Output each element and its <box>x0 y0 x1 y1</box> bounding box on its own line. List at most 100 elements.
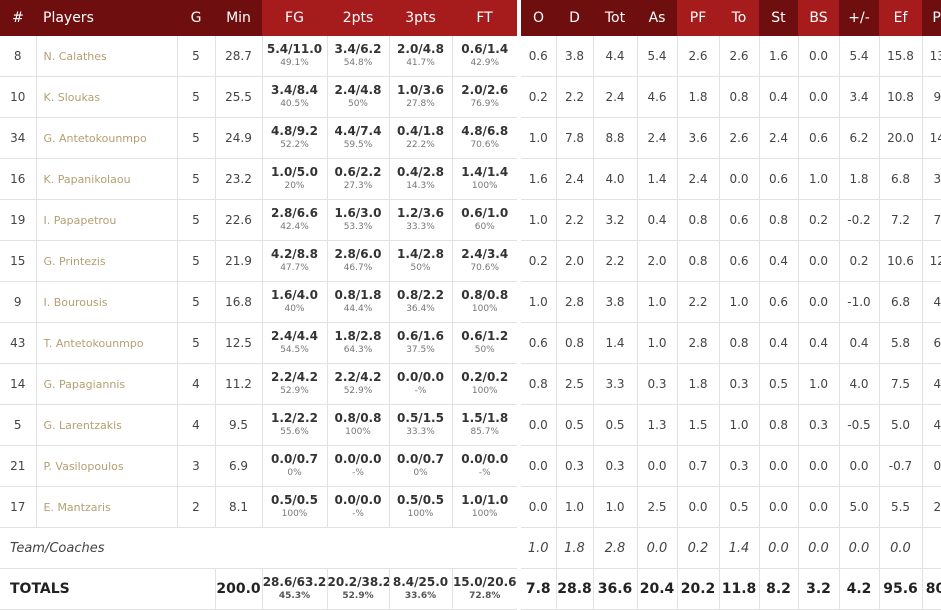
player-as: 2.5 <box>637 486 678 528</box>
player-2pts: 1.8/2.8 64.3% <box>327 322 390 364</box>
player-games: 4 <box>177 363 216 405</box>
totals-label: TOTALS <box>0 568 216 610</box>
player-ft-made: 2.4/3.4 <box>461 247 509 261</box>
player-2pts-pct: -% <box>352 468 364 478</box>
header-assists[interactable]: As <box>637 0 677 36</box>
header-points[interactable]: Pts <box>922 0 941 36</box>
header-3pts[interactable]: 3pts <box>389 0 452 36</box>
player-games: 4 <box>177 404 216 446</box>
header-games[interactable]: G <box>177 0 215 36</box>
player-ft: 0.6/1.4 42.9% <box>452 36 521 77</box>
header-plus-minus[interactable]: +/- <box>839 0 879 36</box>
player-3pts: 1.2/3.6 33.3% <box>389 199 453 241</box>
player-ft: 1.0/1.0 100% <box>452 486 521 528</box>
totals-to: 11.8 <box>719 568 760 610</box>
player-name[interactable]: T. Antetokounmpo <box>36 322 178 364</box>
player-games: 5 <box>177 117 216 159</box>
player-fg-pct: 40% <box>284 304 305 314</box>
player-ef: 6.8 <box>879 281 923 323</box>
player-fg-pct: 42.4% <box>280 222 309 232</box>
header-fg[interactable]: FG <box>262 0 327 36</box>
player-2pts-pct: 64.3% <box>343 345 373 355</box>
player-to: 0.8 <box>719 322 760 364</box>
header-players[interactable]: Players <box>36 0 177 36</box>
player-name[interactable]: G. Antetokounmpo <box>36 117 178 159</box>
header-personal-fouls[interactable]: PF <box>677 0 719 36</box>
player-3pts-made: 0.5/0.5 <box>397 493 444 507</box>
player-o: 0.0 <box>519 486 557 528</box>
player-3pts-pct: 22.2% <box>406 140 435 150</box>
player-pm: -0.5 <box>839 404 880 446</box>
player-name[interactable]: I. Papapetrou <box>36 199 178 241</box>
player-to: 0.6 <box>719 240 760 282</box>
header-blocked-shots[interactable]: BS <box>798 0 839 36</box>
player-ft-made: 1.4/1.4 <box>461 165 509 179</box>
player-st: 0.8 <box>759 199 799 241</box>
player-as: 5.4 <box>637 36 678 77</box>
player-fg: 3.4/8.4 40.5% <box>262 76 328 118</box>
player-d: 2.2 <box>556 76 594 118</box>
player-fg: 0.5/0.5 100% <box>262 486 328 528</box>
player-ft-pct: 100% <box>471 386 498 396</box>
player-3pts: 0.5/1.5 33.3% <box>389 404 453 446</box>
player-name[interactable]: G. Larentzakis <box>36 404 178 446</box>
player-name[interactable]: G. Printezis <box>36 240 178 282</box>
player-name[interactable]: P. Vasilopoulos <box>36 445 178 487</box>
player-bs: 0.0 <box>798 240 840 282</box>
player-name[interactable]: E. Mantzaris <box>36 486 178 528</box>
player-as: 1.0 <box>637 322 678 364</box>
player-pts: 4.8 <box>922 363 941 405</box>
player-tot: 3.2 <box>593 199 638 241</box>
player-3pts-made: 0.0/0.0 <box>397 370 444 384</box>
player-2pts-made: 0.0/0.0 <box>334 493 382 507</box>
player-3pts-pct: 0% <box>413 468 428 478</box>
player-fg: 1.0/5.0 20% <box>262 158 328 200</box>
player-row: 19 I. Papapetrou 5 22.6 2.8/6.6 42.4% 1.6/3.0 5… <box>0 199 941 241</box>
player-3pts: 2.0/4.8 41.7% <box>389 36 453 77</box>
header-minutes[interactable]: Min <box>215 0 262 36</box>
player-fg-pct: 52.2% <box>280 140 309 150</box>
team-bs: 0.0 <box>798 527 840 569</box>
player-2pts-pct: 27.3% <box>343 181 373 191</box>
totals-tot: 36.6 <box>593 568 638 610</box>
player-fg-made: 1.6/4.0 <box>271 288 318 302</box>
player-name[interactable]: N. Calathes <box>36 36 178 77</box>
header-efficiency[interactable]: Ef <box>879 0 922 36</box>
player-to: 0.3 <box>719 363 760 405</box>
player-name[interactable]: G. Papagiannis <box>36 363 178 405</box>
player-3pts: 0.0/0.7 0% <box>389 445 453 487</box>
player-bs: 0.4 <box>798 322 840 364</box>
player-number: 15 <box>0 240 37 282</box>
player-tot: 0.3 <box>593 445 638 487</box>
player-tot: 2.4 <box>593 76 638 118</box>
player-as: 0.3 <box>637 363 678 405</box>
player-games: 5 <box>177 158 216 200</box>
player-ft: 1.5/1.8 85.7% <box>452 404 521 446</box>
header-num[interactable]: # <box>0 0 36 36</box>
player-ef: 7.5 <box>879 363 923 405</box>
player-2pts: 0.0/0.0 -% <box>327 445 390 487</box>
header-ft[interactable]: FT <box>452 0 521 36</box>
header-defensive-rebounds[interactable]: D <box>556 0 593 36</box>
player-number: 8 <box>0 36 37 77</box>
team-pm: 0.0 <box>839 527 880 569</box>
player-2pts-made: 2.8/6.0 <box>334 247 382 261</box>
header-2pts[interactable]: 2pts <box>327 0 389 36</box>
player-name[interactable]: K. Sloukas <box>36 76 178 118</box>
header-steals[interactable]: St <box>759 0 798 36</box>
player-name[interactable]: I. Bourousis <box>36 281 178 323</box>
header-turnovers[interactable]: To <box>719 0 759 36</box>
header-row: # Players G Min FG 2pts 3pts FT O D Tot … <box>0 0 941 36</box>
header-offensive-rebounds[interactable]: O <box>519 0 556 36</box>
player-name[interactable]: K. Papanikolaou <box>36 158 178 200</box>
header-total-rebounds[interactable]: Tot <box>593 0 637 36</box>
player-st: 0.0 <box>759 486 799 528</box>
player-ft: 2.4/3.4 70.6% <box>452 240 521 282</box>
player-ft: 0.8/0.8 100% <box>452 281 521 323</box>
player-d: 3.8 <box>556 36 594 77</box>
player-number: 9 <box>0 281 37 323</box>
player-3pts-pct: 37.5% <box>406 345 435 355</box>
player-st: 1.6 <box>759 36 799 77</box>
team-to: 1.4 <box>719 527 760 569</box>
player-2pts-made: 2.2/4.2 <box>334 370 382 384</box>
